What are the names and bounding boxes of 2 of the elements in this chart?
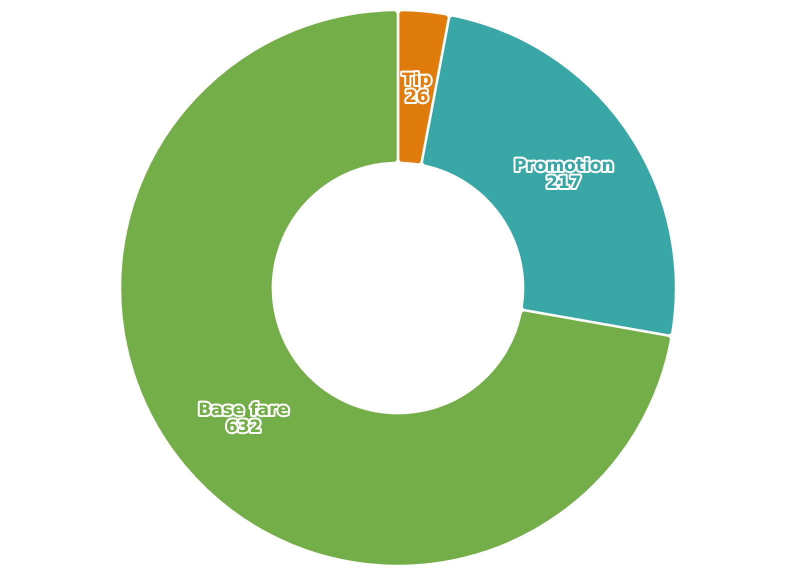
data-label: 26 <box>404 86 429 107</box>
data-label: 632 <box>226 417 262 438</box>
